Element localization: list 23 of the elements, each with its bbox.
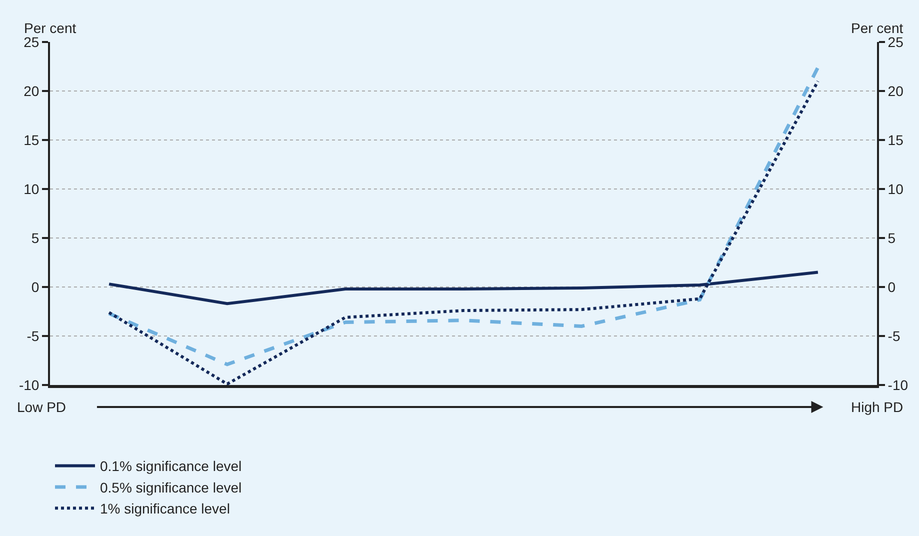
y-tick-label: -5 [26, 328, 40, 344]
y2-tick-label: 5 [888, 230, 896, 246]
y-axis-title: Per cent [24, 20, 76, 36]
y2-axis-title: Per cent [851, 20, 904, 36]
y-tick-label: 5 [31, 230, 40, 246]
y2-tick-label: 0 [888, 278, 896, 295]
y-tick-label: 10 [24, 180, 40, 197]
y-tick-label: -10 [18, 376, 40, 393]
y-tick-label: 0 [31, 278, 40, 295]
y2-tick-label: 25 [888, 34, 904, 50]
y-tick-label: 20 [24, 82, 40, 99]
y-tick-label: 15 [24, 132, 40, 148]
legend-label: 0.1% significance level [100, 458, 242, 474]
legend-label: 1% significance level [100, 500, 230, 517]
text: Low PD [17, 399, 66, 415]
y-tick-label: 25 [24, 34, 40, 50]
y2-tick-label: 10 [888, 180, 904, 197]
y2-tick-label: -5 [888, 328, 900, 344]
y2-tick-label: -10 [888, 376, 908, 393]
y2-tick-label: 20 [888, 82, 904, 99]
legend-label: 0.5% significance level [100, 479, 242, 496]
y2-tick-label: 15 [888, 132, 904, 148]
text: High PD [851, 399, 904, 415]
